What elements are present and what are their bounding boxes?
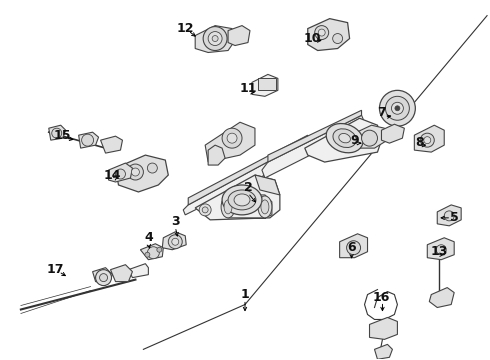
Circle shape xyxy=(82,134,94,146)
Circle shape xyxy=(392,102,403,114)
Circle shape xyxy=(116,169,125,179)
Polygon shape xyxy=(195,175,280,220)
Polygon shape xyxy=(222,195,272,218)
Ellipse shape xyxy=(221,196,235,218)
Polygon shape xyxy=(93,268,113,283)
Polygon shape xyxy=(111,265,132,282)
Polygon shape xyxy=(369,318,397,339)
Polygon shape xyxy=(437,205,461,226)
Polygon shape xyxy=(208,145,225,165)
Ellipse shape xyxy=(234,194,250,206)
Text: 14: 14 xyxy=(104,168,121,181)
Polygon shape xyxy=(100,136,122,153)
Circle shape xyxy=(362,130,377,146)
Circle shape xyxy=(202,207,208,213)
Text: 10: 10 xyxy=(304,32,321,45)
Circle shape xyxy=(420,133,434,147)
Circle shape xyxy=(127,164,144,180)
Ellipse shape xyxy=(228,190,256,210)
Polygon shape xyxy=(78,132,98,148)
Text: 17: 17 xyxy=(47,263,65,276)
Circle shape xyxy=(168,235,182,249)
Polygon shape xyxy=(340,234,368,258)
Polygon shape xyxy=(228,26,250,45)
Text: 5: 5 xyxy=(450,211,459,224)
Polygon shape xyxy=(429,288,454,307)
Polygon shape xyxy=(188,135,308,205)
Circle shape xyxy=(199,204,211,216)
Polygon shape xyxy=(108,163,132,182)
Polygon shape xyxy=(141,244,163,260)
Circle shape xyxy=(203,27,227,50)
Circle shape xyxy=(96,270,112,285)
Circle shape xyxy=(147,247,159,259)
Polygon shape xyxy=(382,124,404,143)
Circle shape xyxy=(145,252,150,257)
Polygon shape xyxy=(205,122,255,162)
Circle shape xyxy=(315,26,329,40)
Ellipse shape xyxy=(258,196,272,218)
Polygon shape xyxy=(268,110,362,162)
Circle shape xyxy=(444,211,454,221)
Polygon shape xyxy=(252,75,278,96)
Circle shape xyxy=(222,128,242,148)
Circle shape xyxy=(424,137,431,144)
Polygon shape xyxy=(49,125,66,140)
Text: 13: 13 xyxy=(431,245,448,258)
Text: 9: 9 xyxy=(350,134,359,147)
Text: 6: 6 xyxy=(347,241,356,254)
Bar xyxy=(258,78,276,90)
Ellipse shape xyxy=(261,200,269,214)
Polygon shape xyxy=(415,125,444,152)
Text: 7: 7 xyxy=(377,106,386,119)
Circle shape xyxy=(318,29,325,36)
Circle shape xyxy=(52,128,62,138)
Text: 1: 1 xyxy=(241,288,249,301)
Polygon shape xyxy=(183,140,310,215)
Text: 3: 3 xyxy=(171,215,179,228)
Text: 4: 4 xyxy=(144,231,153,244)
Text: 11: 11 xyxy=(239,82,257,95)
Circle shape xyxy=(333,33,343,44)
Polygon shape xyxy=(305,118,382,162)
Circle shape xyxy=(208,32,222,45)
Text: 12: 12 xyxy=(176,22,194,35)
Text: 2: 2 xyxy=(244,181,252,194)
Circle shape xyxy=(212,36,218,41)
Polygon shape xyxy=(374,345,392,359)
Ellipse shape xyxy=(333,129,356,148)
Polygon shape xyxy=(255,175,280,195)
Circle shape xyxy=(99,274,107,282)
Circle shape xyxy=(436,245,446,255)
Polygon shape xyxy=(308,19,349,50)
Polygon shape xyxy=(427,238,454,260)
Text: 15: 15 xyxy=(54,129,72,142)
Circle shape xyxy=(346,241,361,255)
Ellipse shape xyxy=(222,185,262,215)
Circle shape xyxy=(379,90,416,126)
Polygon shape xyxy=(128,264,148,278)
Ellipse shape xyxy=(224,200,232,214)
Text: 16: 16 xyxy=(373,291,390,304)
Polygon shape xyxy=(116,155,168,192)
Circle shape xyxy=(386,96,409,120)
Circle shape xyxy=(147,163,157,173)
Polygon shape xyxy=(195,26,235,53)
Text: 8: 8 xyxy=(415,136,424,149)
Polygon shape xyxy=(162,232,186,250)
Polygon shape xyxy=(262,115,365,178)
Circle shape xyxy=(172,238,179,245)
Circle shape xyxy=(227,133,237,143)
Polygon shape xyxy=(352,125,388,148)
Circle shape xyxy=(157,247,162,252)
Circle shape xyxy=(395,106,400,111)
Ellipse shape xyxy=(339,134,350,143)
Ellipse shape xyxy=(326,123,363,153)
Circle shape xyxy=(131,168,140,176)
